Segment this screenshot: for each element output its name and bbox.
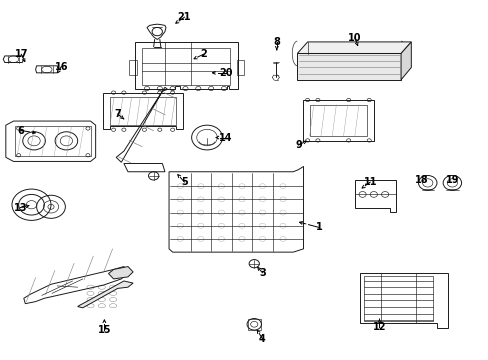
Bar: [15, 126, 91, 156]
Polygon shape: [108, 266, 133, 279]
Bar: [110, 97, 175, 125]
Text: 12: 12: [372, 322, 386, 332]
Polygon shape: [297, 42, 410, 53]
Polygon shape: [400, 42, 410, 80]
Bar: [142, 48, 230, 85]
Bar: [309, 104, 366, 136]
Polygon shape: [78, 281, 133, 308]
Polygon shape: [297, 53, 400, 80]
Text: 14: 14: [218, 132, 232, 143]
Text: 2: 2: [200, 49, 206, 59]
Text: 5: 5: [181, 177, 187, 187]
Text: 3: 3: [259, 268, 265, 278]
Text: 4: 4: [259, 334, 265, 344]
Text: 16: 16: [54, 62, 68, 72]
Bar: [364, 276, 432, 321]
Text: 17: 17: [15, 49, 28, 59]
Text: 20: 20: [218, 68, 232, 78]
Text: 15: 15: [98, 325, 111, 336]
Text: 13: 13: [14, 203, 27, 213]
Bar: [247, 319, 261, 330]
Text: 11: 11: [363, 177, 376, 187]
Text: 6: 6: [18, 126, 24, 135]
Text: 9: 9: [294, 140, 301, 150]
Text: 18: 18: [414, 175, 427, 185]
Text: 1: 1: [315, 222, 322, 233]
Text: 8: 8: [273, 37, 280, 47]
Bar: [236, 60, 244, 75]
Text: 7: 7: [114, 109, 121, 119]
Text: 19: 19: [445, 175, 458, 185]
Bar: [129, 60, 137, 75]
Text: 10: 10: [347, 33, 361, 43]
Text: 21: 21: [177, 12, 191, 22]
